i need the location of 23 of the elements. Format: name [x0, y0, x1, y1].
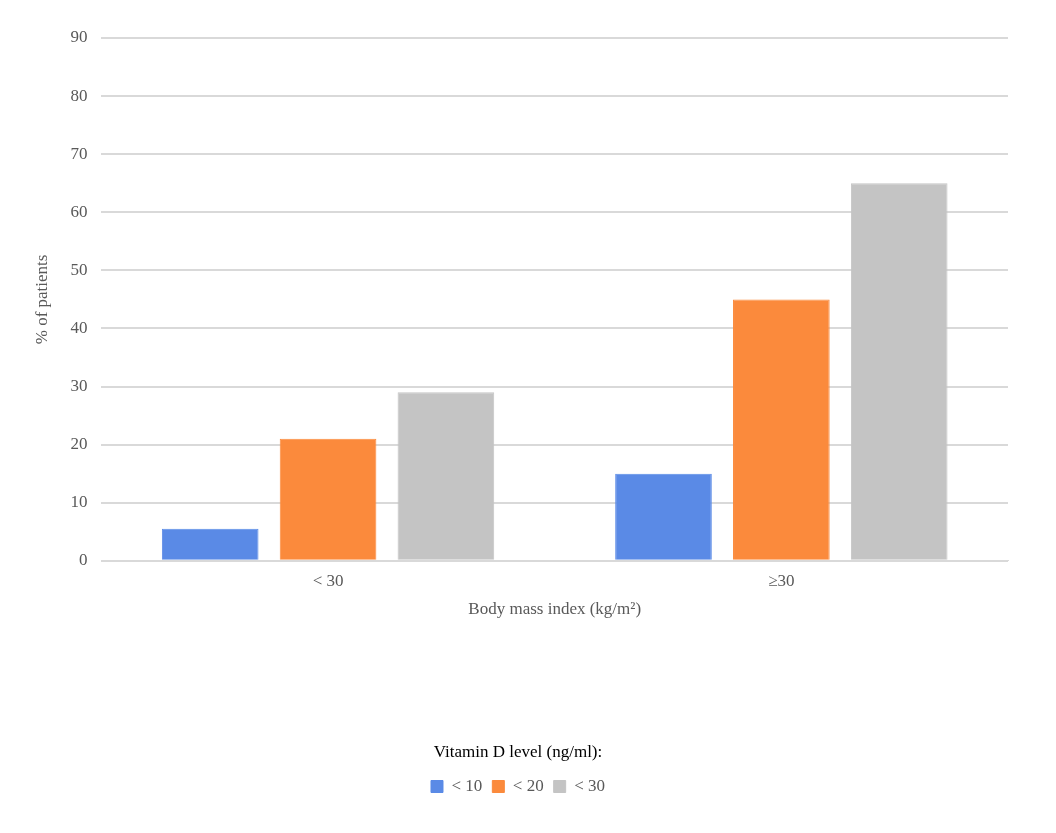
y-tick-label: 60 — [70, 201, 88, 221]
y-tick-label: 90 — [70, 27, 88, 47]
legend-label: < 10 — [451, 775, 483, 795]
bar — [615, 473, 712, 560]
y-tick-label: 0 — [78, 550, 88, 570]
y-tick-label: 80 — [70, 85, 88, 105]
y-tick-label: 10 — [70, 492, 88, 512]
bar — [397, 392, 495, 560]
legend-title: Vitamin D level (ng/ml): — [433, 741, 603, 761]
x-tick-label: ≥30 — [768, 571, 795, 591]
y-tick-label: 30 — [70, 376, 88, 395]
x-axis-title: Body mass index (kg/m²) — [468, 598, 642, 618]
bar — [733, 299, 830, 560]
y-axis-title: % of patients — [31, 254, 51, 345]
legend-label: < 20 — [512, 775, 544, 795]
y-tick-label: 20 — [70, 434, 88, 454]
bar — [279, 438, 377, 560]
y-tick-label: 70 — [70, 143, 88, 163]
bar — [850, 183, 948, 560]
y-tick-label: 40 — [70, 317, 88, 337]
legend-label: < 30 — [574, 775, 606, 795]
bar — [161, 528, 259, 560]
y-tick-label: 50 — [70, 259, 88, 279]
